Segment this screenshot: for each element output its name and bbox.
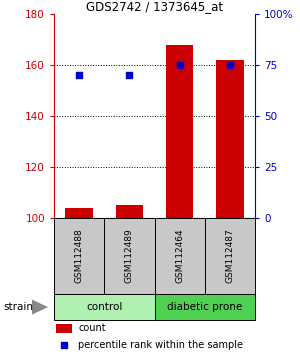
Bar — [154, 218, 205, 294]
Bar — [65, 207, 93, 218]
Point — [227, 62, 232, 68]
Point — [77, 72, 82, 78]
Bar — [116, 205, 143, 218]
Text: control: control — [86, 302, 122, 312]
Bar — [104, 218, 154, 294]
Text: percentile rank within the sample: percentile rank within the sample — [78, 340, 243, 350]
Point — [62, 342, 67, 348]
Bar — [154, 294, 255, 320]
Polygon shape — [32, 299, 48, 315]
Title: GDS2742 / 1373645_at: GDS2742 / 1373645_at — [86, 0, 223, 13]
Bar — [216, 60, 244, 218]
Text: diabetic prone: diabetic prone — [167, 302, 242, 312]
Text: GSM112488: GSM112488 — [75, 228, 84, 283]
Text: GSM112487: GSM112487 — [225, 228, 234, 283]
Point — [177, 62, 182, 68]
Bar — [205, 218, 255, 294]
Text: count: count — [78, 323, 106, 333]
Text: GSM112489: GSM112489 — [125, 228, 134, 283]
Bar — [166, 45, 194, 218]
Text: GSM112464: GSM112464 — [175, 228, 184, 283]
Point — [127, 72, 132, 78]
Bar — [54, 218, 104, 294]
Bar — [54, 294, 154, 320]
Bar — [56, 324, 72, 333]
Text: strain: strain — [3, 302, 33, 312]
